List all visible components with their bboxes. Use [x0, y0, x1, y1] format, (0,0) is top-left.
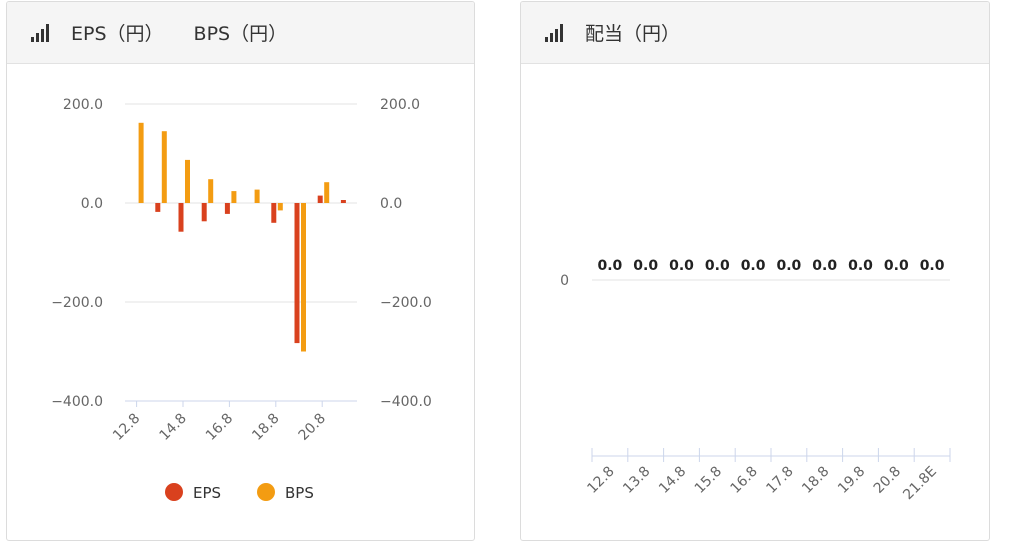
signal-bars-icon — [545, 23, 563, 42]
eps-bar — [340, 200, 346, 203]
bps-bar — [138, 122, 144, 203]
data-label: 0.0 — [848, 258, 873, 274]
data-label: 0.0 — [812, 258, 837, 274]
dividend-title: 配当（円） — [585, 23, 681, 45]
x-tick-label: 18.8 — [799, 464, 832, 497]
legend-label: BPS — [285, 484, 314, 502]
dividend-panel-header: 配当（円） — [521, 2, 989, 64]
eps-bar — [201, 203, 207, 222]
eps-bps-panel-header: EPS（円） BPS（円） — [7, 2, 474, 64]
dividend-panel: 配当（円） 0 12.8 0.0 13.8 0.0 14.8 0.0 15.8 0.0 16.8 0… — [520, 1, 990, 541]
eps-bar — [294, 203, 300, 344]
legend-marker — [257, 483, 275, 501]
data-label: 0.0 — [920, 258, 945, 274]
legend-marker — [165, 483, 183, 501]
y-tick-label-right: −400.0 — [380, 394, 432, 410]
x-tick-label: 20.8 — [296, 411, 329, 444]
x-tick-label: 21.8E — [900, 464, 940, 504]
eps-bar — [271, 203, 277, 223]
x-tick-label: 16.8 — [203, 411, 236, 444]
y-tick-label-left: −200.0 — [51, 295, 103, 311]
y-tick-label: 0 — [560, 273, 569, 289]
bps-bar — [277, 203, 283, 211]
eps-bps-panel: EPS（円） BPS（円） 200.0 200.0 0.0 0.0 −200.0 −200… — [6, 1, 475, 541]
signal-bars-icon — [31, 23, 49, 42]
eps-bar — [317, 195, 323, 203]
y-tick-label-right: 0.0 — [380, 196, 402, 212]
y-tick-label-right: −200.0 — [380, 295, 432, 311]
data-label: 0.0 — [884, 258, 909, 274]
x-tick-label: 13.8 — [620, 464, 653, 497]
eps-title: EPS（円） — [71, 23, 164, 45]
y-tick-label-left: 0.0 — [81, 196, 103, 212]
x-tick-label: 16.8 — [728, 464, 761, 497]
data-label: 0.0 — [669, 258, 694, 274]
data-label: 0.0 — [776, 258, 801, 274]
eps-bar — [155, 203, 161, 212]
bps-bar — [324, 182, 330, 203]
x-tick-label: 18.8 — [249, 411, 282, 444]
x-tick-label: 14.8 — [656, 464, 689, 497]
eps-bar — [224, 203, 230, 214]
eps-bar — [178, 203, 184, 232]
y-tick-label-right: 200.0 — [380, 97, 420, 113]
legend-label: EPS — [193, 484, 221, 502]
eps-bps-chart: 200.0 200.0 0.0 0.0 −200.0 −200.0 −400.0 −400.0… — [51, 97, 432, 502]
bps-bar — [254, 189, 260, 203]
y-tick-label-left: 200.0 — [63, 97, 103, 113]
bps-bar — [231, 191, 237, 203]
bps-bar — [161, 131, 167, 203]
data-label: 0.0 — [705, 258, 730, 274]
x-tick-label: 12.8 — [584, 464, 617, 497]
x-tick-label: 17.8 — [763, 464, 796, 497]
bps-title: BPS（円） — [193, 23, 288, 45]
data-label: 0.0 — [633, 258, 658, 274]
bps-bar — [208, 179, 214, 203]
bps-bar — [185, 159, 190, 203]
x-tick-label: 14.8 — [156, 411, 189, 444]
x-tick-label: 15.8 — [692, 464, 725, 497]
x-tick-label: 19.8 — [835, 464, 868, 497]
x-tick-label: 12.8 — [110, 411, 143, 444]
data-label: 0.0 — [741, 258, 766, 274]
y-tick-label-left: −400.0 — [51, 394, 103, 410]
data-label: 0.0 — [597, 258, 622, 274]
dividend-chart: 0 12.8 0.0 13.8 0.0 14.8 0.0 15.8 0.0 16.8 0.0 17.8… — [560, 258, 951, 504]
bps-bar — [301, 203, 306, 352]
